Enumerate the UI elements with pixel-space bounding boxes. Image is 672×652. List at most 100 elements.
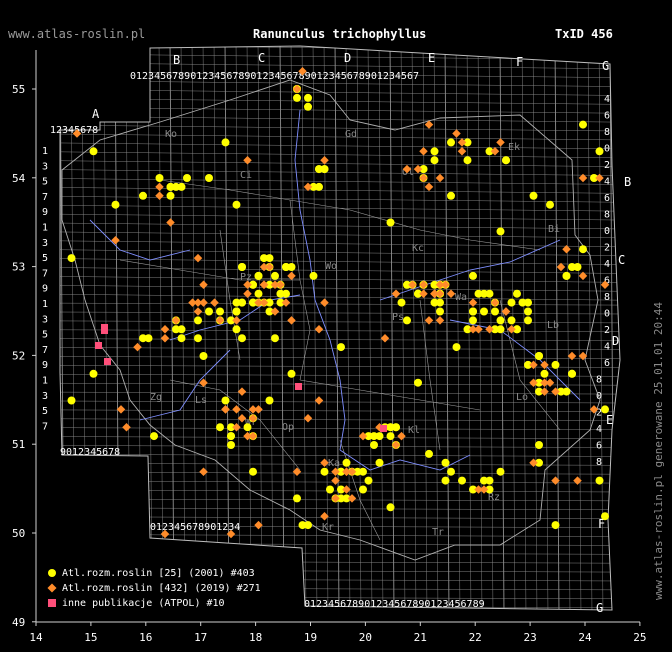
- record-2001: [430, 147, 439, 156]
- record-2001: [535, 352, 543, 360]
- record-2001: [232, 307, 241, 316]
- record-2019: [501, 307, 511, 316]
- record-2019: [424, 182, 434, 192]
- record-2001: [177, 325, 186, 334]
- record-2001: [315, 182, 323, 191]
- record-2001: [271, 334, 279, 343]
- record-2001: [342, 494, 351, 503]
- record-2019: [133, 342, 142, 352]
- record-2019: [265, 262, 274, 272]
- river: [294, 109, 346, 451]
- y-tick-label: 51: [12, 438, 25, 451]
- record-2001: [568, 369, 576, 378]
- record-2019: [221, 405, 230, 414]
- record-2019: [331, 494, 340, 503]
- record-2001: [573, 263, 582, 271]
- record-2001: [265, 280, 274, 289]
- record-2019: [435, 280, 445, 290]
- region-code: Zg: [150, 392, 162, 403]
- grid-row-index: 5: [42, 406, 48, 417]
- record-2019: [155, 191, 164, 201]
- record-2019: [578, 271, 588, 281]
- record-2001: [309, 182, 318, 191]
- grid-row-index: 9: [42, 284, 48, 295]
- record-2001: [535, 458, 543, 467]
- record-2019: [556, 262, 566, 272]
- record-2001: [370, 432, 378, 441]
- grid-row-index: 5: [42, 177, 48, 188]
- region-code: Wr: [245, 417, 257, 428]
- record-2001: [265, 254, 274, 263]
- record-2001: [436, 298, 444, 307]
- record-2019: [380, 333, 390, 343]
- record-2019: [320, 155, 329, 165]
- record-2019: [457, 147, 467, 156]
- record-2019: [347, 467, 357, 476]
- record-2001: [513, 289, 521, 298]
- record-2001: [480, 476, 488, 485]
- record-2019: [232, 405, 241, 414]
- grid-index-row: 012345678901234: [150, 522, 240, 533]
- grid-index-row: 12345678: [50, 125, 98, 136]
- record-2001: [271, 271, 279, 280]
- grid-row-letter: B: [624, 175, 631, 189]
- grid-row-index: 3: [42, 238, 48, 249]
- river: [339, 449, 471, 471]
- grid-row-index: 6: [604, 111, 610, 122]
- grid-row-index: 9: [42, 207, 48, 218]
- record-2001: [287, 369, 296, 378]
- record-2019: [171, 316, 181, 325]
- region-code: Wo: [325, 261, 337, 272]
- record-2001: [232, 200, 241, 209]
- grid-column-letter: A: [92, 107, 100, 121]
- record-2001: [320, 467, 329, 476]
- record-2019: [210, 298, 219, 307]
- record-2001: [590, 174, 598, 182]
- grid-index-row: 9012345678: [60, 447, 120, 458]
- record-2001: [441, 476, 450, 485]
- grid-row-index: 2: [604, 160, 610, 171]
- y-tick-label: 55: [12, 83, 25, 96]
- province-border: [289, 199, 311, 381]
- record-2001: [337, 494, 345, 503]
- record-2001: [183, 174, 191, 182]
- site-name: www.atlas-roslin.pl: [8, 27, 146, 41]
- record-2001: [496, 467, 505, 476]
- grid-row-index: 8: [604, 127, 610, 138]
- record-2019: [347, 494, 357, 503]
- record-2001: [601, 512, 609, 521]
- grid-index-row: 012345678901234567890123456789: [304, 599, 485, 610]
- record-2019: [259, 298, 269, 307]
- river: [89, 219, 191, 261]
- record-2001: [304, 521, 312, 530]
- record-2001: [496, 227, 505, 236]
- grid-row-index: 2: [604, 325, 610, 336]
- grid-column-letter: B: [173, 53, 180, 67]
- record-2019: [199, 280, 208, 290]
- record-2001: [238, 298, 246, 307]
- x-tick-label: 19: [304, 631, 317, 644]
- legend-item-atpol: inne publikacje (ATPOL) #10: [48, 598, 225, 609]
- y-tick-label: 50: [12, 527, 25, 540]
- grid-row-index: 6: [596, 441, 602, 452]
- grid-row-letter: E: [606, 413, 613, 427]
- record-2001: [298, 521, 307, 530]
- record-2019: [270, 307, 280, 316]
- record-2001: [430, 156, 439, 165]
- record-2001: [337, 343, 345, 352]
- record-2001: [430, 298, 439, 307]
- record-2001: [326, 485, 334, 494]
- record-2001: [238, 334, 246, 343]
- record-2019: [193, 307, 203, 316]
- record-2019: [320, 511, 329, 521]
- record-2019: [193, 298, 203, 307]
- province-border: [419, 299, 441, 451]
- region-code: Wa: [455, 292, 467, 303]
- record-2019: [419, 147, 428, 156]
- record-2001: [485, 289, 494, 298]
- grid-row-index: 6: [604, 276, 610, 287]
- grid-row-index: 8: [596, 375, 602, 386]
- record-2001: [166, 191, 175, 200]
- river: [379, 239, 561, 301]
